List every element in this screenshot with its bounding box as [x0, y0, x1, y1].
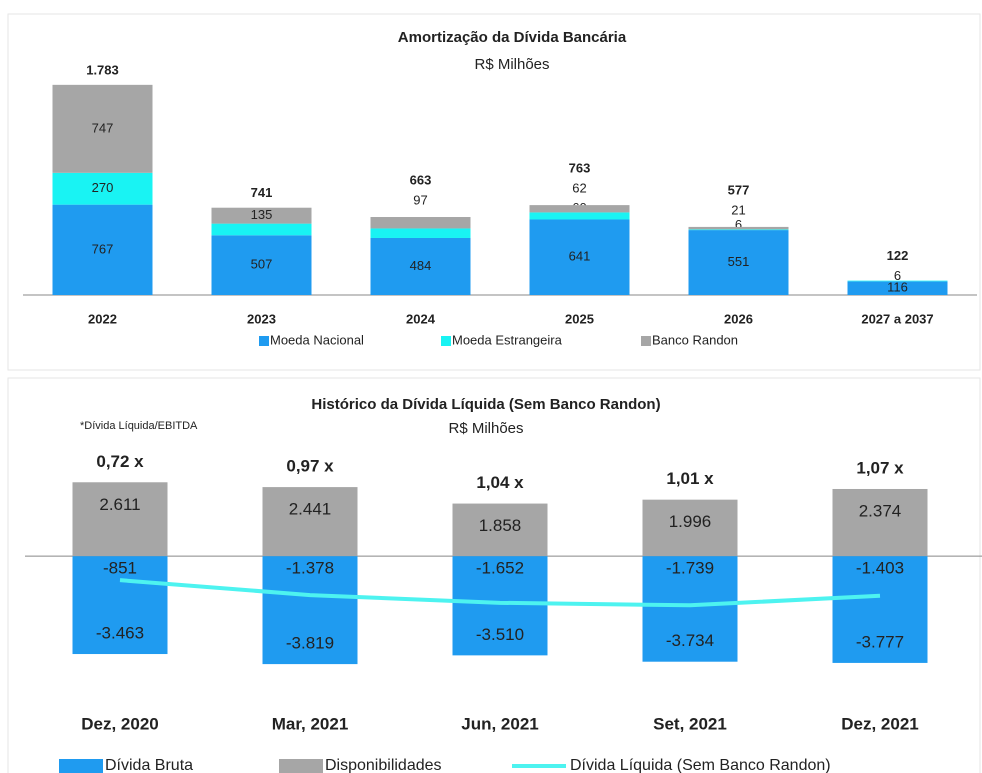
bar — [72, 556, 168, 655]
bar — [262, 487, 358, 557]
value-label: 2.374 — [859, 501, 902, 520]
legend-swatch — [59, 759, 103, 773]
bar — [72, 482, 168, 557]
value-label: -1.652 — [476, 559, 524, 578]
bar-segment — [370, 228, 471, 238]
bar-segment — [529, 212, 630, 220]
legend-label: Dívida Bruta — [105, 757, 193, 773]
x-tick-label: 2023 — [247, 311, 276, 326]
value-label: 21 — [731, 202, 745, 217]
total-label: 663 — [410, 172, 432, 187]
total-label: 1.783 — [86, 62, 119, 77]
value-label: 135 — [251, 207, 273, 222]
ratio-label: 1,07 x — [856, 458, 904, 477]
note: *Dívida Líquida/EBITDA — [80, 420, 198, 432]
panel — [7, 377, 981, 773]
value-label: 6 — [894, 268, 901, 283]
legend-label: Banco Randon — [652, 332, 738, 347]
legend-label: Moeda Estrangeira — [452, 332, 563, 347]
value-label: 62 — [572, 181, 586, 196]
bar-segment — [52, 204, 153, 295]
line — [119, 578, 881, 608]
bar — [642, 499, 738, 557]
value-label: 507 — [251, 257, 273, 272]
value-label: 767 — [92, 241, 114, 256]
value-label: 270 — [92, 180, 114, 195]
panel — [7, 13, 981, 371]
bar-segment — [211, 223, 312, 236]
x-tick-label: Dez, 2021 — [841, 714, 919, 733]
total-label: 577 — [728, 182, 750, 197]
value-label: -1.403 — [856, 559, 904, 578]
legend-label: Dívida Líquida (Sem Banco Randon) — [570, 757, 831, 773]
value-label: 2.441 — [289, 500, 332, 519]
value-label: -3.819 — [286, 634, 334, 653]
bar-segment — [370, 237, 471, 295]
bar — [452, 556, 548, 656]
x-tick-label: Set, 2021 — [653, 714, 727, 733]
bar-segment — [688, 229, 789, 231]
total-label: 122 — [887, 248, 909, 263]
ratio-label: 0,72 x — [96, 452, 144, 471]
bar-segment — [370, 217, 471, 229]
value-label: 1.996 — [669, 512, 712, 531]
x-tick-label: 2024 — [406, 311, 436, 326]
legend-swatch — [441, 336, 451, 346]
value-label: -3.510 — [476, 625, 524, 644]
x-tick-label: 2026 — [724, 311, 753, 326]
bar-segment — [847, 281, 948, 295]
chart-subtitle: R$ Milhões — [474, 56, 549, 73]
bar-segment — [688, 226, 789, 230]
bar-segment — [529, 205, 630, 213]
bar-segment — [688, 230, 789, 295]
x-tick-label: Dez, 2020 — [81, 714, 159, 733]
bar-segment — [52, 84, 153, 173]
x-tick-label: 2022 — [88, 311, 117, 326]
chart-title: Histórico da Dívida Líquida (Sem Banco R… — [311, 396, 660, 413]
ratio-label: 1,01 x — [666, 469, 714, 488]
legend-label: Disponibilidades — [325, 757, 442, 773]
value-label: -3.463 — [96, 624, 144, 643]
x-tick-label: Jun, 2021 — [461, 714, 539, 733]
bar-segment — [529, 219, 630, 295]
total-label: 763 — [569, 161, 591, 176]
bar-segment — [211, 207, 312, 224]
value-label: 747 — [92, 120, 114, 135]
value-label: 116 — [887, 280, 908, 295]
chart-subtitle: R$ Milhões — [448, 420, 523, 437]
total-label: 741 — [251, 185, 273, 200]
value-label: -3.734 — [666, 631, 714, 650]
legend-label: Moeda Nacional — [270, 332, 364, 347]
bar — [832, 556, 928, 663]
chart-title: Amortização da Dívida Bancária — [398, 29, 627, 46]
value-label: -851 — [103, 559, 137, 578]
value-label: 484 — [410, 258, 432, 273]
bar-segment — [847, 280, 948, 282]
x-tick-label: 2025 — [565, 311, 594, 326]
legend-swatch — [259, 336, 269, 346]
value-label: 551 — [728, 254, 750, 269]
value-label: 6 — [735, 217, 742, 232]
value-label: -1.378 — [286, 559, 334, 578]
x-tick-label: Mar, 2021 — [272, 714, 349, 733]
bar — [262, 556, 358, 665]
bar — [832, 488, 928, 557]
bar — [642, 556, 738, 662]
bar — [452, 503, 548, 557]
x-tick-label: 2027 a 2037 — [861, 311, 933, 326]
ratio-label: 1,04 x — [476, 473, 524, 492]
bar-segment — [211, 235, 312, 295]
value-label: -3.777 — [856, 632, 904, 651]
value-label: -1.739 — [666, 559, 714, 578]
value-label: 1.858 — [479, 516, 522, 535]
value-label: 641 — [569, 249, 591, 264]
ratio-label: 0,97 x — [286, 457, 334, 476]
value-label: 2.611 — [99, 495, 140, 514]
legend-swatch — [279, 759, 323, 773]
legend-swatch — [641, 336, 651, 346]
bar-segment — [52, 172, 153, 205]
value-label: 97 — [413, 192, 427, 207]
